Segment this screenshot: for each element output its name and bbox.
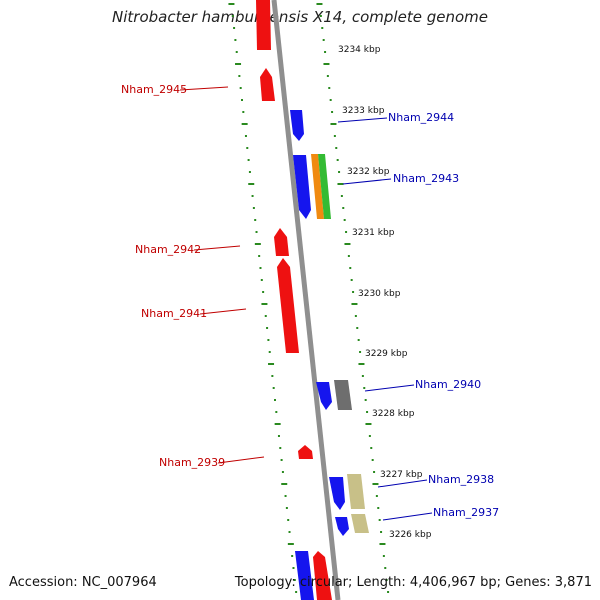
leader-line (382, 512, 433, 521)
map-title: Nitrobacter hamburgensis X14, complete g… (112, 8, 488, 26)
gene-feature-nham-2938[interactable] (329, 477, 345, 510)
gene-feature-nham-2937[interactable] (335, 517, 349, 536)
gene-label-nham-2939[interactable]: Nham_2939 (159, 456, 225, 469)
kbp-label: 3228 kbp (372, 409, 415, 419)
leader-line (337, 117, 388, 123)
kbp-label: 3226 kbp (389, 530, 432, 540)
gene-feature-nham-2939[interactable] (298, 445, 313, 459)
kbp-label: 3234 kbp (338, 45, 381, 55)
gene-feature-nham-2945[interactable] (260, 68, 275, 101)
leader-line (342, 178, 392, 185)
gene-label-nham-2943[interactable]: Nham_2943 (393, 172, 459, 185)
gene-label-nham-2945[interactable]: Nham_2945 (121, 83, 187, 96)
gene-feature-nham-2941[interactable] (277, 258, 299, 353)
gene-labels: Nham_2945 Nham_2942 Nham_2941 Nham_2939 … (121, 83, 499, 519)
gene-feature-top-cut[interactable] (256, 0, 271, 50)
kbp-label: 3227 kbp (380, 470, 423, 480)
leader-line (179, 86, 229, 91)
kbp-labels: 3234 kbp 3233 kbp 3232 kbp 3231 kbp 3230… (338, 45, 432, 540)
kbp-label: 3232 kbp (347, 167, 390, 177)
feature-gray[interactable] (334, 380, 352, 410)
kbp-label: 3230 kbp (358, 289, 401, 299)
kbp-label: 3231 kbp (352, 228, 395, 238)
leader-line (364, 384, 415, 392)
gene-feature-nham-2942[interactable] (274, 228, 289, 256)
feature-khaki-2938[interactable] (347, 474, 365, 509)
kbp-label: 3233 kbp (342, 106, 385, 116)
topology-text: Topology: circular; Length: 4,406,967 bp… (234, 575, 592, 590)
gene-label-leaders (179, 86, 433, 521)
gene-label-nham-2944[interactable]: Nham_2944 (388, 111, 454, 124)
gene-label-nham-2938[interactable]: Nham_2938 (428, 473, 494, 486)
gene-label-nham-2940[interactable]: Nham_2940 (415, 378, 481, 391)
accession-text: Accession: NC_007964 (9, 575, 157, 590)
gene-feature-nham-2944[interactable] (290, 110, 304, 141)
tick-ring-right (316, 3, 390, 593)
leader-line (199, 308, 247, 315)
genome-backbone (271, 0, 341, 600)
gene-label-nham-2942[interactable]: Nham_2942 (135, 243, 201, 256)
leader-line (377, 479, 428, 488)
feature-orange[interactable] (311, 154, 324, 219)
feature-green[interactable] (318, 154, 331, 219)
gene-label-nham-2937[interactable]: Nham_2937 (433, 506, 499, 519)
leader-line (217, 456, 265, 464)
gene-feature-bottom-red[interactable] (313, 551, 332, 600)
gene-feature-nham-2940[interactable] (316, 382, 332, 410)
gene-label-nham-2941[interactable]: Nham_2941 (141, 307, 207, 320)
gene-feature-bottom-blue[interactable] (295, 551, 314, 600)
gene-feature-nham-2943[interactable] (293, 155, 311, 219)
tick-ring-left (228, 3, 298, 593)
gene-features (256, 0, 369, 600)
kbp-label: 3229 kbp (365, 349, 408, 359)
leader-line (193, 245, 241, 251)
feature-khaki-2937[interactable] (351, 514, 369, 533)
